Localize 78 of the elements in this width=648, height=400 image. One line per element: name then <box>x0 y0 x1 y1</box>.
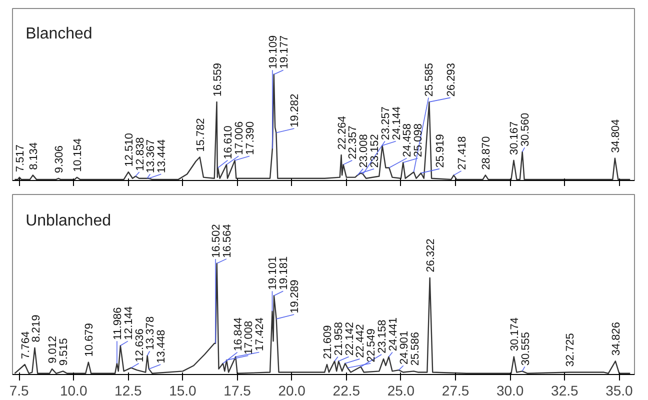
annotation: 7.764 <box>20 331 32 359</box>
annotation: 34.804 <box>610 119 622 153</box>
annotation: 17.006 <box>234 121 246 156</box>
annotation: 16.610 <box>222 126 235 160</box>
annotation: 16.502 <box>210 224 223 258</box>
annotation: 24.144 <box>390 106 403 140</box>
annotation: 13.378 <box>144 316 157 350</box>
annotation: 11.986 <box>112 307 124 340</box>
x-tick-label: 27.5 <box>442 382 470 398</box>
annotation: 19.282 <box>289 94 302 128</box>
annotation: 16.564 <box>221 224 234 258</box>
chart-title: Unblanched <box>26 212 111 230</box>
annotation: 23.158 <box>376 320 389 354</box>
annotation: 15.782 <box>194 118 207 152</box>
annotation: 22.442 <box>354 324 367 358</box>
annotation: 8.134 <box>28 142 40 170</box>
annotation: 26.293 <box>445 62 458 97</box>
x-tick-label: 15.0 <box>169 382 197 398</box>
annotation: 12.636 <box>134 328 146 362</box>
annotation: 17.008 <box>243 320 256 354</box>
annotation: 26.322 <box>424 238 437 272</box>
annotation: 9.306 <box>53 146 66 174</box>
x-tick-label: 7.5 <box>9 382 29 398</box>
annotation: 25.919 <box>434 134 446 168</box>
annotation: 28.870 <box>480 136 492 170</box>
annotation: 25.098 <box>412 123 425 158</box>
annotation: 9.515 <box>58 338 70 366</box>
x-tick-label: 22.5 <box>332 382 360 398</box>
annotation: 23.008 <box>358 134 370 168</box>
annotation: 22.264 <box>336 116 348 150</box>
x-tick-label: 25.0 <box>387 382 415 398</box>
annotation: 23.257 <box>380 106 392 140</box>
annotation: 13.444 <box>156 139 168 174</box>
annotation: 19.109 <box>267 35 280 70</box>
annotation: 19.181 <box>278 256 290 290</box>
annotation: 17.424 <box>254 318 266 352</box>
annotation: 19.101 <box>267 256 280 290</box>
annotation: 22.357 <box>347 126 360 160</box>
annotation: 12.838 <box>134 137 146 171</box>
annotation: 27.418 <box>456 136 468 170</box>
annotation: 25.585 <box>424 62 436 97</box>
annotation: 24.458 <box>402 123 414 158</box>
x-tick-label: 12.5 <box>114 382 142 398</box>
annotation: 23.152 <box>369 134 381 168</box>
annotation: 22.142 <box>344 322 356 356</box>
x-tick-label: 32.5 <box>551 382 578 398</box>
annotation: 12.144 <box>122 306 135 340</box>
annotation: 16.844 <box>232 318 244 352</box>
annotation: 13.367 <box>145 139 158 174</box>
chart-title: Blanched <box>26 26 92 43</box>
annotation: 25.586 <box>409 332 422 366</box>
annotation: 21.958 <box>332 322 345 356</box>
annotation: 30.555 <box>520 332 532 366</box>
annotation: 16.559 <box>212 62 224 97</box>
x-tick-label: 30.0 <box>496 382 524 398</box>
annotation: 22.549 <box>366 328 378 362</box>
annotation: 19.177 <box>278 35 290 70</box>
annotation: 12.510 <box>123 133 136 167</box>
annotation: 32.725 <box>564 333 577 367</box>
annotation: 17.390 <box>244 121 256 156</box>
x-tick-label: 35.0 <box>606 382 634 398</box>
annotation: 9.012 <box>47 336 60 364</box>
annotation: 30.560 <box>520 112 532 147</box>
x-tick-label: 10.0 <box>60 382 88 398</box>
annotation: 24.441 <box>387 318 400 352</box>
annotation: 10.679 <box>83 323 96 357</box>
annotation: 30.167 <box>508 121 521 156</box>
annotation: 30.174 <box>508 318 521 352</box>
annotation: 7.517 <box>14 144 26 172</box>
annotation: 21.609 <box>322 325 334 359</box>
x-tick-label: 20.0 <box>278 382 306 398</box>
annotation: 8.219 <box>30 314 43 342</box>
annotation: 34.826 <box>610 322 622 356</box>
annotation: 13.448 <box>156 330 168 364</box>
annotation: 10.154 <box>72 138 84 172</box>
annotation: 19.289 <box>289 280 302 314</box>
x-tick-label: 17.5 <box>224 382 252 398</box>
annotation: 24.901 <box>398 330 410 364</box>
